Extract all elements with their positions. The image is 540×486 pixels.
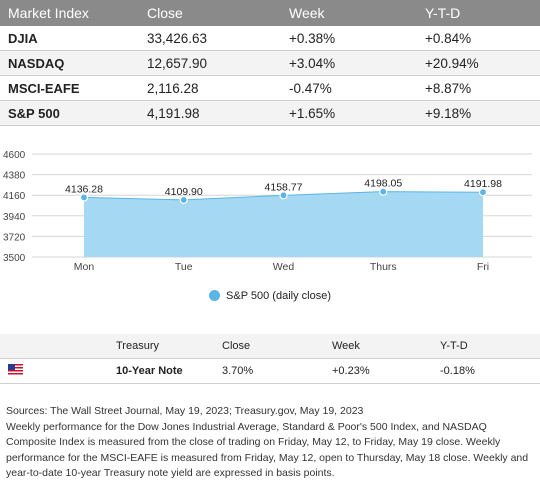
data-label: 4198.05 <box>364 178 402 190</box>
y-tick-label: 3500 <box>3 253 26 264</box>
y-tick-label: 3720 <box>3 232 26 243</box>
y-tick-label: 4380 <box>3 171 26 182</box>
treasury-ytd: -0.18% <box>440 365 475 377</box>
sp500-area-chart: 3500 3720 3940 4160 4380 4600 4136.28 Mon 4109.9… <box>3 150 532 273</box>
data-label: 4158.77 <box>265 181 303 193</box>
x-tick-label: Fri <box>477 261 489 273</box>
x-tick-label: Thurs <box>370 261 397 273</box>
data-point <box>379 187 388 196</box>
index-name: DJIA <box>0 26 139 51</box>
index-week: +3.04% <box>281 50 417 76</box>
x-tick-label: Mon <box>74 261 95 273</box>
table-row: DJIA 33,426.63 +0.38% +0.84% <box>0 26 540 51</box>
col-header-week: Week <box>281 0 417 26</box>
col-header-ytd: Y-T-D <box>417 0 540 26</box>
methodology-note: Weekly performance for the Dow Jones Ind… <box>6 420 529 480</box>
treasury-week: +0.23% <box>332 365 370 377</box>
table-row: NASDAQ 12,657.90 +3.04% +20.94% <box>0 50 540 76</box>
index-close: 4,191.98 <box>139 100 281 126</box>
index-week: +1.65% <box>281 100 417 126</box>
index-name: S&P 500 <box>0 100 139 126</box>
chart-legend: S&P 500 (daily close) <box>0 290 540 302</box>
treasury-close: 3.70% <box>222 365 254 377</box>
index-ytd: +0.84% <box>417 26 540 51</box>
y-tick-label: 4160 <box>3 191 26 202</box>
treasury-name: 10-Year Note <box>116 365 183 377</box>
series-area <box>84 191 483 257</box>
y-tick-label: 4600 <box>3 150 26 161</box>
legend-marker <box>209 290 221 301</box>
data-label: 4191.98 <box>464 178 502 190</box>
market-index-table: Market Index Close Week Y-T-D DJIA 33,42… <box>0 0 540 126</box>
col-header-week: Week <box>332 340 360 352</box>
index-name: NASDAQ <box>0 50 139 76</box>
table-row: MSCI-EAFE 2,116.28 -0.47% +8.87% <box>0 75 540 101</box>
col-header-close: Close <box>222 340 251 352</box>
data-point <box>179 195 188 204</box>
table-header: Market Index Close Week Y-T-D <box>0 0 540 26</box>
footnotes: Sources: The Wall Street Journal, May 19… <box>6 404 534 482</box>
data-point <box>279 191 288 200</box>
data-label: 4109.90 <box>165 186 203 198</box>
index-ytd: +20.94% <box>417 50 540 76</box>
table-row: S&P 500 4,191.98 +1.65% +9.18% <box>0 100 540 126</box>
index-close: 2,116.28 <box>139 75 281 101</box>
sources-note: Sources: The Wall Street Journal, May 19… <box>6 405 364 417</box>
table-row: 10-Year Note 3.70% +0.23% -0.18% <box>0 359 540 384</box>
index-week: -0.47% <box>281 75 417 101</box>
data-point <box>478 188 488 197</box>
col-header-treasury: Treasury <box>116 340 159 352</box>
treasury-table: Treasury Close Week Y-T-D 10-Year Note 3… <box>0 334 540 384</box>
x-tick-label: Wed <box>273 261 295 273</box>
index-close: 12,657.90 <box>139 50 281 76</box>
index-ytd: +9.18% <box>417 100 540 126</box>
col-header-close: Close <box>139 0 281 26</box>
legend-label: S&P 500 (daily close) <box>226 290 331 302</box>
col-header-ytd: Y-T-D <box>440 340 468 352</box>
y-tick-label: 3940 <box>3 212 26 223</box>
index-close: 33,426.63 <box>139 26 281 51</box>
data-label: 4136.28 <box>65 183 103 195</box>
col-header-market-index: Market Index <box>0 0 139 26</box>
index-ytd: +8.87% <box>417 75 540 101</box>
index-week: +0.38% <box>281 26 417 51</box>
us-flag-icon <box>8 364 23 375</box>
x-tick-label: Tue <box>175 261 193 273</box>
index-name: MSCI-EAFE <box>0 75 139 101</box>
data-point <box>79 193 89 202</box>
treasury-header: Treasury Close Week Y-T-D <box>0 334 540 359</box>
